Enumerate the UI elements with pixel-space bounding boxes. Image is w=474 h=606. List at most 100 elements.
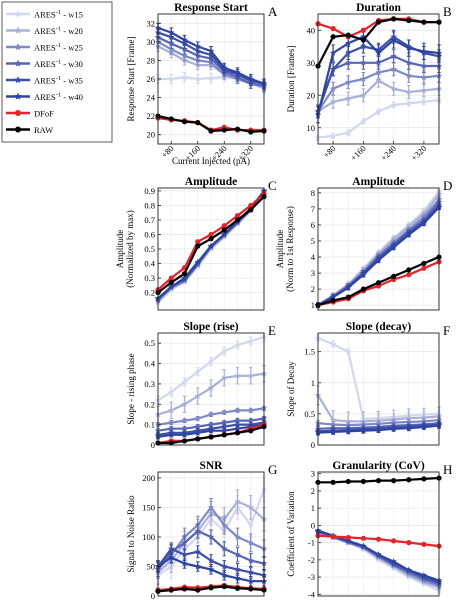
data-point [390,65,397,72]
series-ares-1-w40 [154,22,268,89]
data-point [421,19,427,25]
y-tick-label: 100 [142,532,155,542]
y-tick-label: 0.3 [144,379,155,389]
data-point [329,428,337,435]
data-point [360,91,367,98]
data-point [345,348,352,355]
data-point [168,75,175,82]
y-tick-label: 1 [311,378,315,388]
legend-label-main: ARES [34,92,56,102]
y-tick-label: 6 [311,220,315,230]
data-point [329,49,337,56]
data-point [208,231,214,238]
data-point [330,26,336,32]
series-raw [315,16,442,69]
panel-letter: D [443,178,452,193]
legend-marker [14,59,22,67]
data-point [420,73,428,81]
series-raw [155,424,267,446]
data-point [360,427,367,434]
data-point [421,541,427,547]
series-ares-1-w40 [314,28,443,124]
data-point [234,217,241,223]
data-point [221,227,227,233]
legend-entry: DFoF [6,109,54,119]
data-point [375,77,382,84]
data-point [247,577,254,584]
data-point [375,426,382,433]
y-tick-label: 26 [147,74,156,84]
data-point [375,19,382,25]
axes-frame [317,187,440,311]
data-point [345,421,352,428]
data-point [330,297,336,303]
data-point [181,73,188,80]
data-point [360,75,367,82]
y-tick-label: 1 [311,503,315,513]
panel-E: 0 0.1 0.2 0.3 0.4 0.5 Slope (rise) E Slope - ris… [126,321,276,450]
data-point [375,280,382,286]
data-point [207,384,215,391]
y-tick-label: 3 [311,469,315,479]
legend-marker [14,92,22,100]
data-point [181,378,188,385]
y-tick-label: 0.4 [144,259,155,269]
panel-letter: C [268,178,277,193]
data-point [168,29,175,36]
series-raw [155,194,267,296]
data-point [234,585,241,591]
data-point [420,98,428,105]
data-point [221,571,228,579]
legend-marker [15,126,21,133]
data-point [181,431,188,438]
data-point [360,37,366,43]
data-point [247,337,254,344]
legend-label: ARES-1 - w15 [34,9,83,20]
y-tick-label: 0.5 [144,338,155,348]
legend-label-sup: -1 [56,42,61,49]
legend-entry: ARES-1 - w20 [6,26,83,36]
y-axis-label: Amplitude(Norm to 1st Response) [275,206,295,292]
data-point [181,274,188,281]
panel-letter: G [268,462,277,477]
data-point [247,557,254,564]
data-point [168,45,175,53]
panel-title: Slope (decay) [346,321,412,333]
data-point [390,425,397,432]
data-point [391,16,397,22]
data-point [234,551,241,558]
data-point [420,86,428,94]
axes-frame [317,471,440,597]
data-point [181,586,188,592]
data-point [345,49,352,56]
data-point [221,423,228,430]
data-point [421,265,427,271]
data-point [234,574,241,582]
data-point [329,65,337,72]
data-point [360,535,366,541]
data-point [168,275,174,281]
data-point [207,411,215,418]
x-tick-label: +80 [321,143,337,159]
data-point [168,279,174,286]
y-tick-label: -3 [308,572,315,582]
legend-label-sup: -1 [56,9,61,16]
data-point [194,423,201,430]
legend-label-sup: -1 [56,26,61,33]
data-point [420,423,428,430]
y-tick-label: 0.2 [144,399,155,409]
data-point [168,116,174,122]
data-point [345,129,352,136]
data-point [181,52,188,59]
data-point [234,425,241,432]
data-point [247,372,254,379]
legend-marker [14,26,22,34]
y-tick-label: 0 [311,520,315,530]
legend-label-main: ARES [34,10,56,20]
data-point [360,417,367,425]
y-tick-label: 5 [311,236,315,246]
y-axis-label: Coefficient of Variation [286,491,296,577]
data-point [375,536,382,542]
y-tick-label: 1.5 [304,347,315,357]
